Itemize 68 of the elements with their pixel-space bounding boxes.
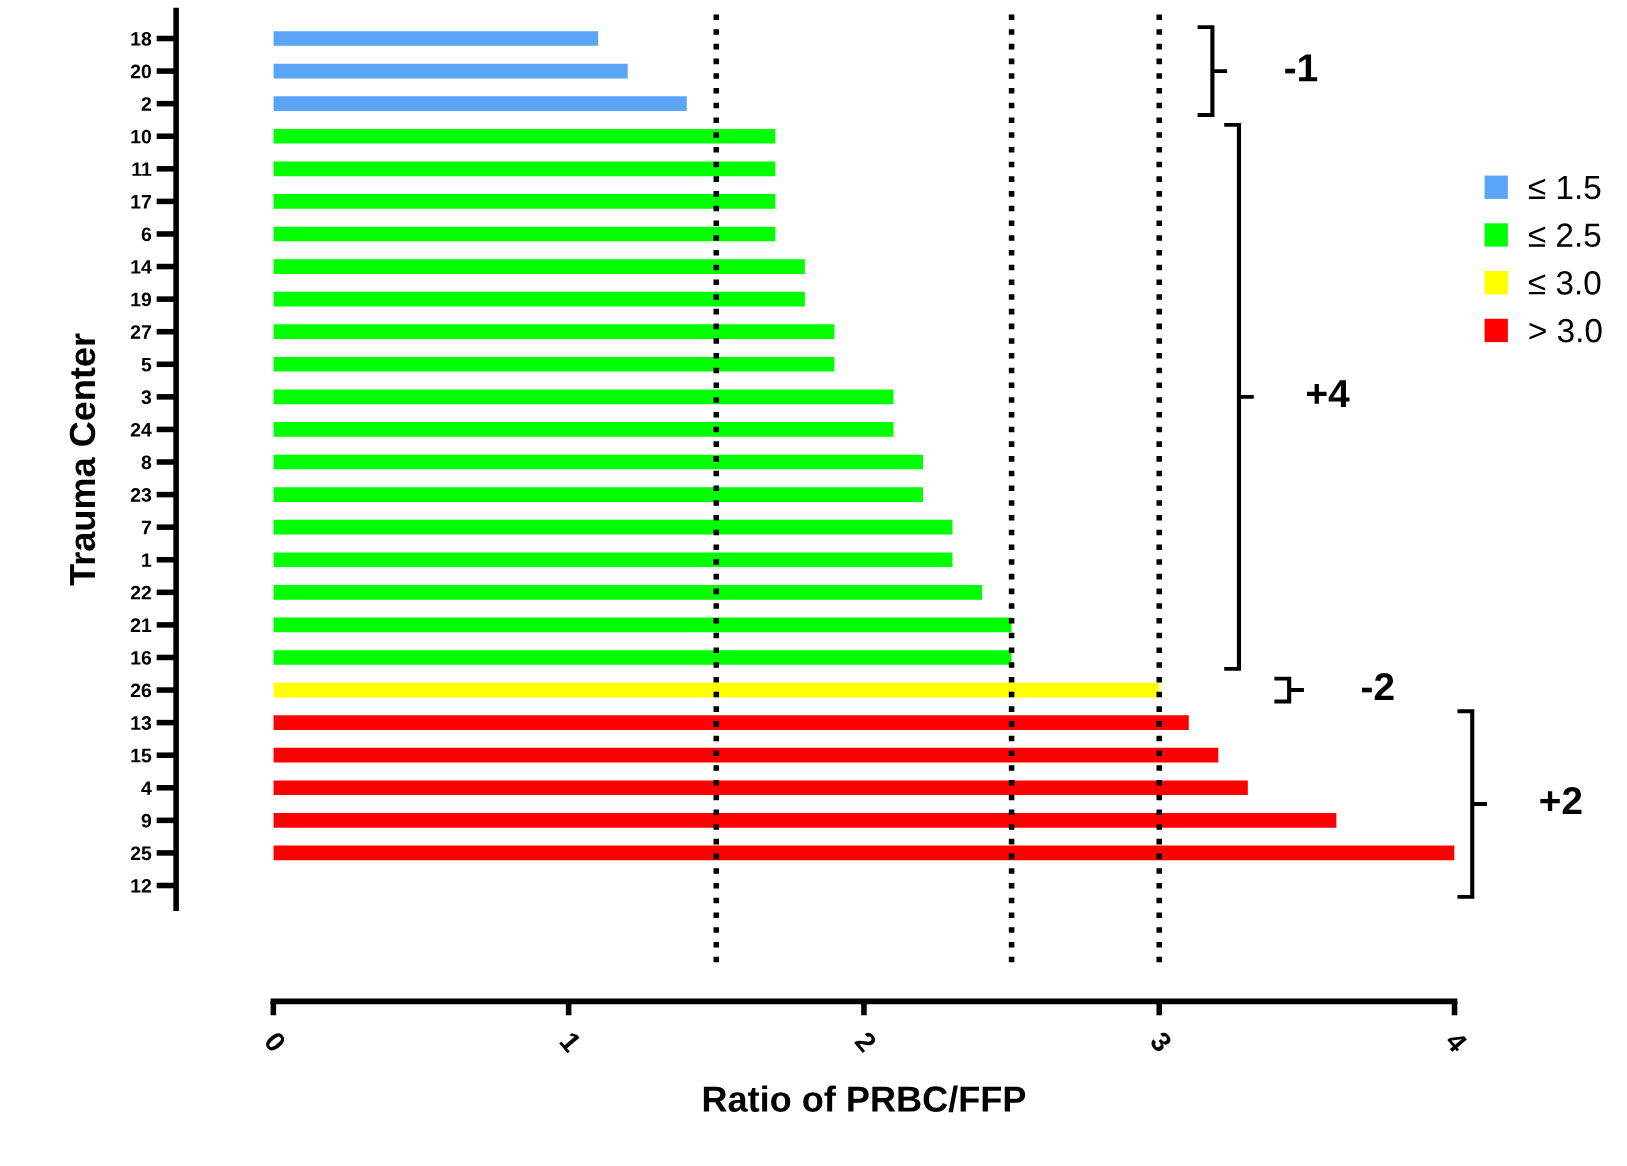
bar bbox=[273, 845, 1455, 861]
bar bbox=[273, 617, 1012, 633]
bar bbox=[273, 454, 923, 470]
bar bbox=[273, 747, 1219, 763]
bar bbox=[273, 650, 1012, 665]
y-tick-label: 11 bbox=[132, 162, 152, 176]
y-tick-label: 25 bbox=[130, 846, 152, 861]
bar bbox=[273, 63, 628, 79]
annotation: +4 bbox=[1307, 380, 1350, 407]
bar bbox=[273, 780, 1248, 796]
bar bbox=[273, 31, 599, 46]
bar bbox=[273, 161, 776, 177]
legend-label: ≤ 3.0 bbox=[1528, 271, 1601, 295]
x-tick-label: 2 bbox=[854, 1030, 878, 1054]
y-tick-label: 24 bbox=[130, 422, 152, 437]
y-tick-label: 23 bbox=[130, 488, 152, 502]
legend-label: > 3.0 bbox=[1529, 318, 1602, 343]
annotation: -2 bbox=[1361, 672, 1394, 701]
y-tick-label: 17 bbox=[131, 195, 151, 209]
y-tick-label: 12 bbox=[131, 878, 152, 893]
x-tick-label: 1 bbox=[559, 1031, 583, 1054]
bar bbox=[273, 487, 923, 502]
y-tick-label: 1 bbox=[142, 553, 152, 567]
bar bbox=[273, 291, 805, 307]
y-tick-label: 21 bbox=[130, 618, 152, 632]
bar bbox=[273, 356, 835, 372]
bar bbox=[273, 128, 776, 144]
y-tick-label: 18 bbox=[131, 31, 152, 46]
bar bbox=[273, 96, 687, 111]
bar bbox=[273, 389, 894, 405]
bar bbox=[273, 519, 953, 535]
y-axis-title: Trauma Center bbox=[69, 333, 96, 586]
y-tick-label: 2 bbox=[141, 97, 152, 111]
legend-label: ≤ 1.5 bbox=[1528, 175, 1601, 200]
y-tick-label: 13 bbox=[131, 716, 152, 730]
y-tick-label: 5 bbox=[141, 357, 152, 372]
y-tick-label: 3 bbox=[141, 390, 152, 405]
x-tick-label: 4 bbox=[1444, 1030, 1469, 1054]
bar bbox=[273, 324, 835, 340]
y-tick-label: 22 bbox=[130, 585, 152, 600]
bar bbox=[273, 682, 1160, 698]
legend-label: ≤ 2.5 bbox=[1528, 223, 1601, 247]
y-tick-label: 6 bbox=[141, 227, 152, 242]
bar bbox=[273, 422, 894, 437]
y-tick-label: 7 bbox=[141, 520, 151, 535]
bar bbox=[273, 226, 776, 242]
bar bbox=[273, 584, 983, 600]
bar bbox=[273, 259, 805, 274]
y-tick-label: 14 bbox=[131, 260, 152, 274]
x-tick-label: 0 bbox=[263, 1030, 287, 1054]
y-tick-label: 15 bbox=[131, 748, 152, 763]
bar bbox=[273, 552, 953, 568]
y-tick-label: 10 bbox=[131, 129, 152, 144]
x-axis-title: Ratio of PRBC/FFP bbox=[703, 1085, 1026, 1113]
bar bbox=[273, 715, 1189, 730]
bar bbox=[273, 813, 1337, 828]
y-tick-label: 9 bbox=[141, 813, 152, 828]
y-tick-label: 19 bbox=[131, 292, 152, 307]
bar bbox=[273, 194, 776, 209]
text: +2 bbox=[1540, 786, 1582, 815]
y-tick-label: 26 bbox=[130, 683, 152, 698]
y-tick-label: 8 bbox=[141, 455, 152, 470]
y-tick-label: 4 bbox=[141, 781, 152, 795]
x-tick-label: 3 bbox=[1148, 1030, 1173, 1054]
annotation: -1 bbox=[1285, 54, 1318, 82]
y-tick-label: 27 bbox=[130, 325, 151, 339]
y-tick-label: 20 bbox=[130, 64, 152, 79]
y-tick-label: 16 bbox=[131, 650, 152, 665]
